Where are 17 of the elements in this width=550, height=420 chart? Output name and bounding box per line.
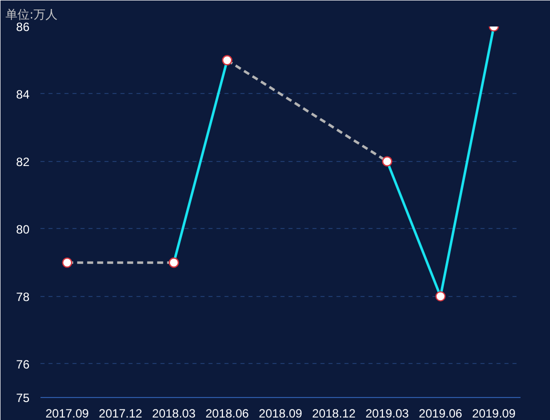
y-tick-label: 78: [16, 290, 30, 304]
x-tick-label: 2019.06: [418, 406, 463, 420]
y-tick-label: 86: [16, 20, 30, 34]
y-tick-label: 82: [16, 154, 30, 169]
x-tick-label: 2018.12: [312, 406, 356, 420]
y-axis-title: 单位:万人: [6, 8, 58, 22]
x-tick-label: 2017.12: [98, 406, 143, 420]
y-tick-label: 80: [16, 222, 30, 236]
y-tick-label: 76: [16, 357, 30, 372]
x-tick-label: 2019.09: [472, 406, 516, 420]
y-tick-label: 75: [16, 391, 30, 405]
x-tick-label: 2018.06: [205, 406, 250, 420]
x-tick-label: 2018.03: [152, 406, 196, 420]
x-tick-label: 2019.03: [365, 406, 410, 420]
x-tick-label: 2018.09: [258, 406, 303, 420]
x-tick-label: 2017.09: [45, 406, 90, 420]
y-tick-label: 84: [16, 87, 30, 102]
